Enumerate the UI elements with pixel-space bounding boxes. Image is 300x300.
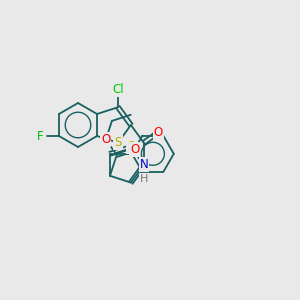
Text: O: O	[101, 133, 110, 146]
Text: S: S	[127, 140, 135, 154]
Text: H: H	[140, 174, 148, 184]
Text: O: O	[154, 126, 163, 139]
Text: S: S	[114, 136, 122, 149]
Text: N: N	[140, 158, 148, 171]
Text: Cl: Cl	[112, 83, 124, 96]
Text: F: F	[37, 130, 44, 142]
Text: O: O	[130, 142, 139, 156]
